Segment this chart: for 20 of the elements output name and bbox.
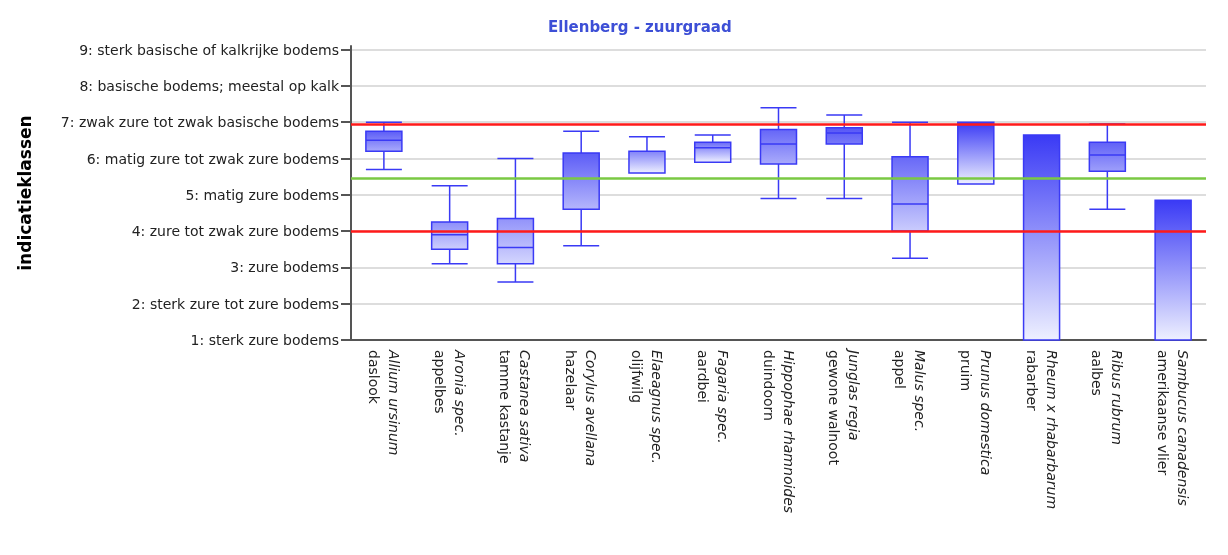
y-tick-label: 1: sterk zure bodems	[190, 332, 339, 348]
y-tick-label: 3: zure bodems	[230, 259, 339, 276]
x-tick-label: Allium ursinum daslook	[365, 349, 402, 456]
x-tick-label: Elaeagnus spec. olijfwilg	[628, 350, 665, 464]
y-axis-title: indicatieklassen	[14, 115, 35, 271]
x-tick-label: Rheum x rhabarbarum rabarber	[1023, 350, 1060, 510]
x-tick-label: Corylus avellana hazelaar	[563, 350, 600, 467]
chart-title: Ellenberg - zuurgraad	[548, 17, 732, 36]
x-tick-label: Prunus domestica pruim	[957, 350, 994, 476]
y-tick-label: 5: matig zure bodems	[185, 186, 339, 203]
x-tick-label: Aronia spec. appelbes	[431, 349, 468, 437]
x-tick-label: Fagaria spec. aardbei	[694, 350, 731, 444]
y-tick-label: 9: sterk basische of kalkrijke bodems	[79, 41, 339, 58]
x-tick-label: Ribus rubrum aalbes	[1089, 350, 1126, 445]
x-tick-label: Malus spec. appel	[892, 350, 929, 433]
y-tick-label: 8: basische bodems; meestal op kalk	[79, 77, 340, 94]
y-tick-label: 7: zwak zure tot zwak basische bodems	[60, 114, 339, 131]
y-tick-label: 4: zure tot zwak zure bodems	[131, 223, 339, 240]
y-tick-label: 2: sterk zure tot zure bodems	[131, 295, 339, 312]
y-tick-label: 6: matig zure tot zwak zure bodems	[86, 150, 339, 167]
